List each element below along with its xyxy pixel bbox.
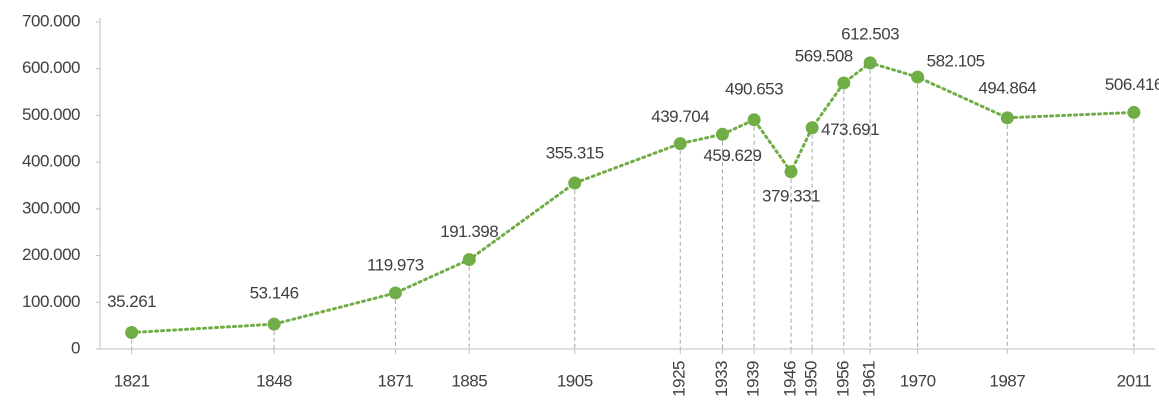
point: [784, 165, 798, 179]
data-label: 355.315: [546, 144, 604, 163]
point: [1000, 111, 1014, 125]
line: [130, 61, 1136, 335]
data-label: 191.398: [440, 222, 498, 241]
point: [747, 113, 761, 127]
data-label: 379.331: [762, 186, 820, 205]
x-tick-label: 1905: [557, 371, 593, 390]
y-tick-label: 200.000: [22, 245, 80, 264]
x-tick-label: 2011: [1117, 371, 1152, 390]
y-tick-label: 100.000: [22, 292, 80, 311]
x-tick-label: 1821: [114, 371, 150, 390]
point: [911, 70, 925, 84]
point: [462, 253, 476, 267]
point: [805, 121, 819, 135]
x-tick-label: 1946: [781, 361, 800, 397]
x-tick-label: 1848: [256, 371, 292, 390]
x-tick-label: 1885: [451, 371, 487, 390]
point: [837, 76, 851, 90]
y-tick-label: 600.000: [22, 58, 80, 77]
data-label: 53.146: [250, 284, 299, 303]
data-label: 582.105: [927, 52, 985, 71]
point: [673, 137, 687, 151]
point: [388, 286, 402, 300]
x-tick-label: 1956: [833, 361, 852, 397]
data-label: 612.503: [841, 24, 899, 43]
data-label: 459.629: [703, 146, 761, 165]
point: [863, 56, 877, 70]
data-label: 119.973: [367, 255, 424, 274]
data-label: 506.416: [1105, 75, 1159, 94]
y-tick-label: 0: [71, 338, 80, 357]
x-tick-label: 1950: [802, 361, 821, 397]
point: [568, 176, 582, 190]
x-tick-label: 1939: [744, 361, 763, 397]
y-tick-label: 400.000: [22, 152, 80, 171]
data-label: 473.691: [821, 120, 879, 139]
data-label: 490.653: [725, 79, 783, 98]
point: [125, 326, 139, 340]
y-tick-label: 300.000: [22, 198, 80, 217]
y-tick-label: 700.000: [22, 11, 80, 30]
data-label: 569.508: [795, 46, 853, 65]
point: [715, 127, 729, 141]
x-tick-label: 1987: [989, 371, 1025, 390]
data-label: 494.864: [978, 78, 1036, 97]
x-tick-label: 1970: [900, 371, 936, 390]
x-tick-label: 1925: [670, 361, 689, 397]
data-label: 439.704: [651, 107, 709, 126]
x-tick-label: 1933: [712, 361, 731, 397]
x-tick-label: 1871: [377, 371, 413, 390]
data-label: 35.261: [107, 292, 156, 311]
point: [1127, 105, 1141, 119]
x-tick-label: 1961: [860, 361, 879, 397]
point: [267, 317, 281, 331]
y-tick-label: 500.000: [22, 105, 80, 124]
